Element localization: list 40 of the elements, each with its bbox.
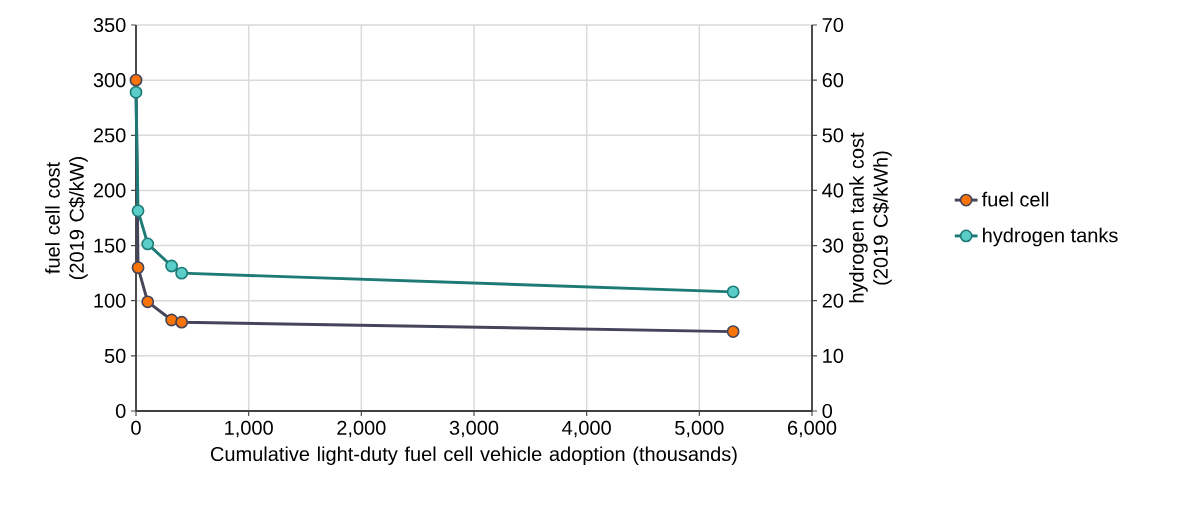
x-tick-label: 0 — [131, 420, 141, 435]
y2-tick-label: 0 — [822, 403, 833, 419]
x-tick-label: 1,000 — [225, 420, 273, 438]
point — [131, 204, 145, 218]
point — [175, 315, 189, 329]
point — [175, 266, 189, 280]
point — [141, 237, 155, 251]
y-tick-label: 350 — [93, 17, 126, 33]
y2-axis-title: hydrogen tank cost (2019 C$/kWh) — [849, 132, 892, 303]
x-tick-label: 6,000 — [788, 420, 837, 438]
y-tick-label: 200 — [93, 183, 126, 198]
y2-tick-label: 50 — [822, 128, 844, 143]
y2-tick-label: 30 — [822, 238, 844, 253]
point — [129, 73, 143, 87]
x-tick-label: 5,000 — [675, 420, 724, 438]
point — [165, 313, 178, 327]
y2-tick-label: 10 — [823, 348, 844, 363]
point — [141, 295, 155, 309]
point — [726, 285, 740, 299]
y-axis-title: fuel cell cost (2019 C$/kW) — [45, 157, 88, 280]
point — [165, 259, 178, 273]
y-tick-label: 300 — [93, 73, 126, 88]
legend-label: fuel cell — [981, 191, 1049, 207]
point — [129, 85, 143, 99]
x-tick-label: 2,000 — [337, 420, 386, 438]
y-tick-label: 250 — [93, 128, 126, 143]
y2-tick-label: 20 — [822, 293, 844, 308]
point — [131, 261, 145, 275]
x-tick-label: 3,000 — [449, 420, 499, 438]
y2-tick-label: 70 — [822, 17, 844, 33]
point — [726, 325, 740, 338]
x-axis-title: Cumulative light-duty fuel cell vehicle adoption (thousands) — [210, 446, 737, 466]
y-tick-label: 100 — [94, 293, 126, 308]
x-tick-label: 4,000 — [562, 420, 611, 438]
y2-tick-label: 60 — [822, 73, 844, 88]
y-tick-label: 150 — [94, 238, 126, 253]
y2-tick-label: 40 — [822, 183, 844, 198]
legend-label: hydrogen tanks — [983, 227, 1118, 247]
y-tick-label: 50 — [104, 348, 126, 363]
y-tick-label: 0 — [115, 403, 126, 419]
